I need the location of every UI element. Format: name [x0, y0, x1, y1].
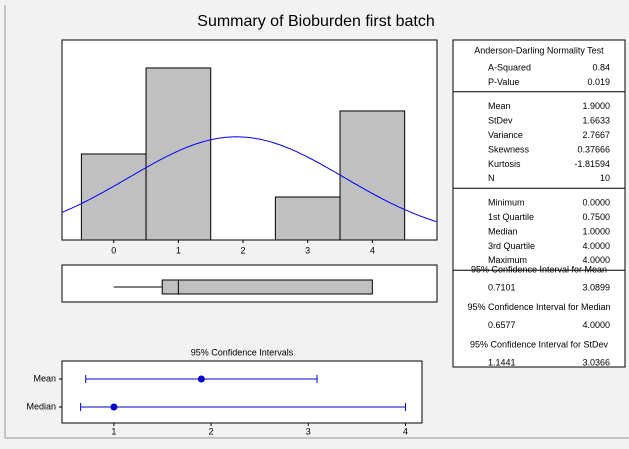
bar [274, 196, 341, 241]
x-tick-label: 4 [403, 426, 408, 436]
interval-high: 4.0000 [582, 320, 610, 330]
interval-high: 3.0366 [582, 357, 610, 367]
table-title: Anderson-Darling Normality Test [474, 45, 604, 55]
normal-curve [61, 136, 438, 223]
x-tick-label: 4 [370, 245, 375, 255]
stat-value: 2.7667 [582, 130, 610, 140]
x-tick-label: 3 [306, 426, 311, 436]
interval-low: 1.1441 [488, 357, 516, 367]
stat-label: A-Squared [488, 62, 531, 72]
stat-value: 1.6633 [582, 116, 610, 126]
point [197, 375, 205, 383]
stat-label: 3rd Quartile [488, 241, 535, 251]
bar [339, 110, 406, 241]
point [110, 403, 118, 411]
stat-value: 10 [600, 173, 610, 183]
stat-label: N [488, 173, 495, 183]
interval-frame [61, 360, 423, 424]
stat-label: Variance [488, 130, 523, 140]
box [161, 279, 373, 295]
stat-label: StDev [488, 116, 513, 126]
bar [145, 67, 212, 241]
x-tick-label: 2 [241, 245, 246, 255]
chart-title: Summary of Bioburden first batch [197, 13, 434, 30]
stat-value: 0.019 [587, 77, 610, 87]
interval-heading: 95% Confidence Interval for StDev [470, 339, 609, 349]
stat-value: 4.0000 [582, 255, 610, 265]
bar [80, 153, 147, 241]
interval-title: 95% Confidence Intervals [191, 347, 294, 357]
stat-label: Maximum [488, 255, 527, 265]
stat-label: Minimum [488, 198, 525, 208]
interval-heading: 95% Confidence Interval for Median [467, 302, 610, 312]
interval-low: 0.7101 [488, 282, 516, 292]
stat-value: -1.81594 [574, 159, 610, 169]
interval-high: 3.0899 [582, 282, 610, 292]
stat-label: Median [488, 226, 518, 236]
x-tick-label: 0 [111, 245, 116, 255]
x-tick-label: 1 [176, 245, 181, 255]
stat-value: 1.0000 [582, 226, 610, 236]
x-tick-label: 3 [305, 245, 310, 255]
stat-label: Skewness [488, 144, 530, 154]
stat-value: 0.37666 [577, 144, 610, 154]
stat-value: 0.0000 [582, 198, 610, 208]
stat-label: Kurtosis [488, 159, 521, 169]
interval-low: 0.6577 [488, 320, 516, 330]
x-tick-label: 1 [111, 426, 116, 436]
y-tick-label: Median [26, 401, 56, 411]
y-tick-label: Mean [33, 373, 56, 383]
stat-label: Mean [488, 101, 511, 111]
stat-value: 1.9000 [582, 101, 610, 111]
stat-value: 0.7500 [582, 212, 610, 222]
stat-value: 4.0000 [582, 241, 610, 251]
x-tick-label: 2 [209, 426, 214, 436]
stats-table [452, 39, 626, 368]
stat-label: P-Value [488, 77, 519, 87]
interval-heading: 95% Confidence Interval for Mean [471, 264, 607, 274]
stat-value: 0.84 [592, 62, 610, 72]
stat-label: 1st Quartile [488, 212, 534, 222]
